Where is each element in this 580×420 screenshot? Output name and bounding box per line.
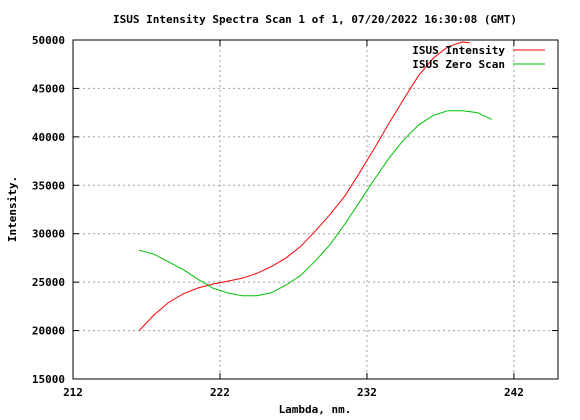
y-tick-label: 20000 bbox=[32, 325, 65, 338]
axis-ticks: 212 222 232 242 15000 20000 25000 30000 35000 400… bbox=[32, 34, 558, 399]
y-tick-label: 45000 bbox=[32, 82, 65, 95]
y-tick-label: 30000 bbox=[32, 228, 65, 241]
plot-frame bbox=[72, 39, 559, 380]
y-tick-label: 50000 bbox=[32, 34, 65, 47]
x-tick-label: 232 bbox=[357, 386, 377, 399]
grid bbox=[73, 40, 558, 379]
y-tick-label: 25000 bbox=[32, 276, 65, 289]
x-tick-label: 242 bbox=[504, 386, 524, 399]
x-tick-label: 212 bbox=[63, 386, 83, 399]
legend-label: ISUS Zero Scan bbox=[412, 58, 505, 71]
y-tick-label: 40000 bbox=[32, 131, 65, 144]
series-line-isus-intensity bbox=[138, 41, 470, 331]
legend-label: ISUS Intensity bbox=[412, 44, 505, 57]
x-tick-label: 222 bbox=[210, 386, 230, 399]
series-lines bbox=[138, 41, 493, 331]
y-tick-label: 35000 bbox=[32, 179, 65, 192]
series-line-isus-zero-scan bbox=[138, 110, 493, 297]
chart-title: ISUS Intensity Spectra Scan 1 of 1, 07/2… bbox=[113, 13, 517, 26]
y-tick-label: 15000 bbox=[32, 373, 65, 386]
x-axis-label: Lambda, nm. bbox=[279, 403, 352, 416]
y-axis-label: Intensity. bbox=[6, 176, 19, 242]
